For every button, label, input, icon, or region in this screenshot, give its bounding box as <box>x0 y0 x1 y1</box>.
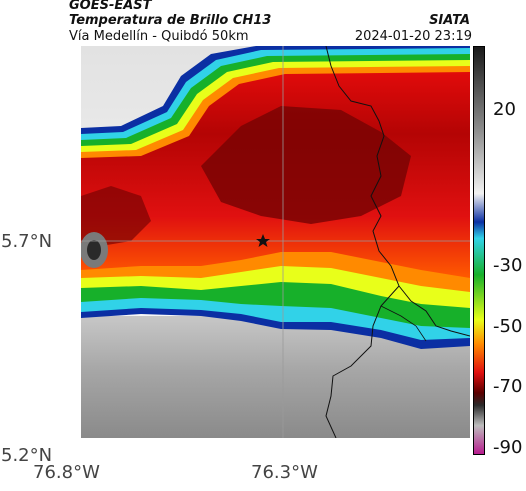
agency-label: SIATA <box>429 13 470 28</box>
star-icon <box>256 234 270 247</box>
lon-label-76-3: 76.3°W <box>251 462 318 483</box>
border-line-branch <box>398 285 470 337</box>
route-subtitle: Vía Medellín - Quibdó 50km <box>69 29 249 44</box>
lat-label-5-2: 5.2°N <box>1 445 53 466</box>
cold-top-west <box>81 186 151 246</box>
cold-top-darkred <box>201 106 411 224</box>
datetime-label: 2024-01-20 23:19 <box>354 29 472 44</box>
colorbar-label-minus90: -90 <box>493 437 523 458</box>
lat-label-5-7: 5.7°N <box>1 231 53 252</box>
product-title: Temperatura de Brillo CH13 <box>69 13 272 28</box>
satellite-title: GOES-EAST <box>69 0 152 13</box>
border-line <box>325 46 400 438</box>
lon-label-76-8: 76.8°W <box>33 462 100 483</box>
temperature-colorbar <box>473 46 485 455</box>
colorbar-label-minus70: -70 <box>493 376 523 397</box>
brightness-temperature-map <box>81 46 470 438</box>
colorbar-label-20: 20 <box>493 99 516 120</box>
map-canvas <box>81 46 470 438</box>
colorbar-label-minus30: -30 <box>493 255 523 276</box>
colorbar-fill <box>474 47 484 454</box>
colorbar-label-minus50: -50 <box>493 316 523 337</box>
